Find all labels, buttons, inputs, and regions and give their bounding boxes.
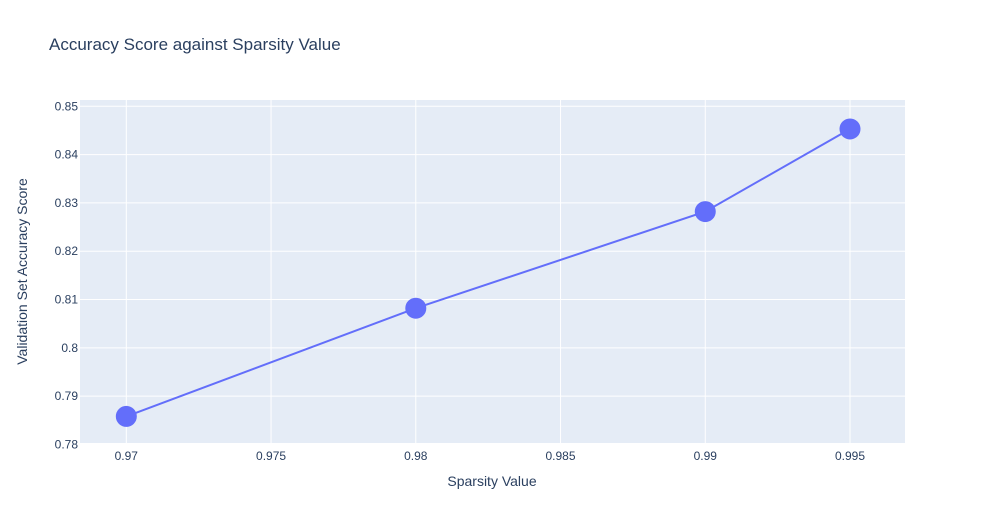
y-tick-label: 0.85 xyxy=(55,99,79,113)
data-point[interactable] xyxy=(405,297,427,319)
y-tick-label: 0.82 xyxy=(55,244,79,258)
x-tick-label: 0.97 xyxy=(115,449,139,463)
x-axis-title: Sparsity Value xyxy=(447,473,536,489)
y-tick-label: 0.83 xyxy=(55,196,79,210)
data-point[interactable] xyxy=(694,201,716,223)
x-tick-label: 0.995 xyxy=(835,449,865,463)
y-tick-label: 0.78 xyxy=(55,437,79,451)
x-tick-label: 0.985 xyxy=(546,449,576,463)
series-line xyxy=(125,128,851,418)
y-axis-title: Validation Set Accuracy Score xyxy=(14,178,30,365)
y-tick-label: 0.81 xyxy=(55,293,79,307)
data-point[interactable] xyxy=(115,405,137,427)
x-tick-label: 0.98 xyxy=(404,449,428,463)
grid-lines xyxy=(80,100,905,445)
chart-title: Accuracy Score against Sparsity Value xyxy=(49,35,341,54)
y-tick-label: 0.79 xyxy=(55,389,79,403)
x-tick-label: 0.99 xyxy=(694,449,718,463)
y-axis-ticks: 0.78 0.79 0.8 0.81 0.82 0.83 0.84 0.85 xyxy=(55,99,79,451)
x-axis-ticks: 0.97 0.975 0.98 0.985 0.99 0.995 xyxy=(115,449,866,463)
y-tick-label: 0.84 xyxy=(55,148,79,162)
series-accuracy xyxy=(115,118,861,427)
data-point[interactable] xyxy=(839,118,861,140)
x-tick-label: 0.975 xyxy=(256,449,286,463)
plot-area xyxy=(80,100,905,443)
y-tick-label: 0.8 xyxy=(61,341,78,355)
